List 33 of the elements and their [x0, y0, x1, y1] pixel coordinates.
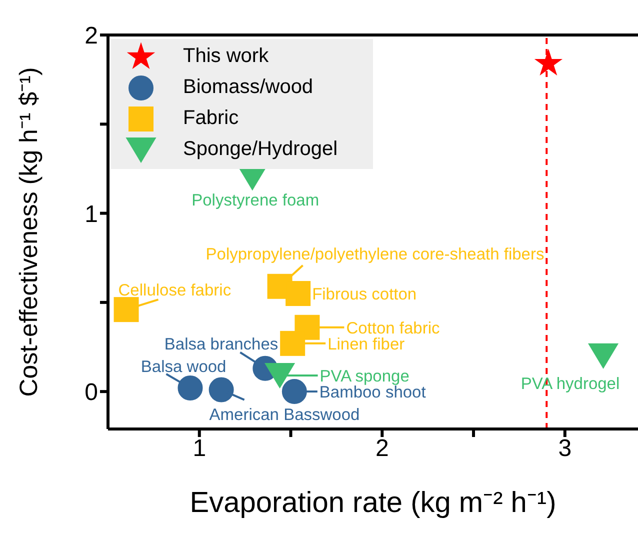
point: [588, 343, 618, 368]
legend-label: Biomass/wood: [183, 76, 314, 99]
point: [178, 375, 203, 400]
annotation: PVA hydrogel: [520, 374, 620, 393]
annotation: Bamboo shoot: [319, 384, 426, 402]
y-axis-title: Cost-effectiveness (kg h⁻¹ $⁻¹): [14, 67, 43, 397]
annotation: Cotton fabric: [346, 319, 440, 338]
point: [535, 50, 562, 75]
y-tick-label: 2: [84, 22, 98, 50]
annotation: Fibrous cotton: [312, 286, 417, 304]
annotation: PVA sponge: [320, 368, 410, 386]
legend-label: Fabric: [183, 107, 239, 130]
point: [280, 330, 306, 356]
point: [264, 363, 295, 388]
y-tick-label: 0: [84, 379, 98, 406]
annotation: Balsa branches: [164, 335, 278, 354]
annotation: Polypropylene/polyethylene core-sheath fibers: [206, 245, 544, 264]
x-tick-label: 3: [558, 435, 572, 462]
point: [208, 377, 234, 402]
x-tick-label: 2: [375, 435, 389, 462]
point: [114, 297, 139, 322]
annotation: Cellulose fabric: [118, 282, 232, 300]
x-tick-label: 1: [192, 435, 206, 462]
legend-label: This work: [183, 45, 269, 68]
point: [286, 281, 311, 306]
annotation: Balsa wood: [140, 358, 226, 376]
annotation: American Basswood: [209, 406, 360, 424]
point: [282, 379, 307, 404]
annotation: Linen fiber: [328, 335, 406, 354]
annotation: Polystyrene foam: [192, 192, 320, 210]
legend-label: Sponge/Hydrogel: [183, 138, 338, 161]
y-tick-label: 1: [84, 200, 98, 228]
x-axis-title: Evaporation rate (kg m⁻² h⁻¹): [190, 487, 556, 519]
